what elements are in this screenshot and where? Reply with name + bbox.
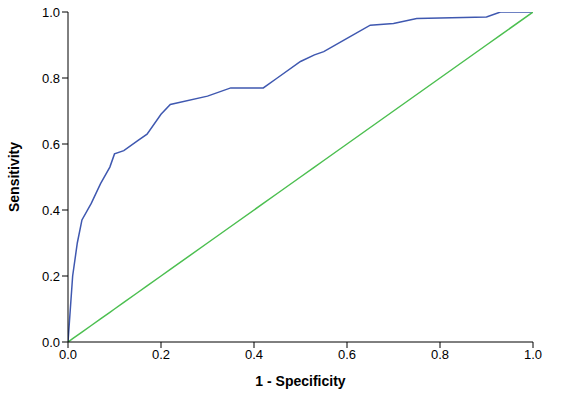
svg-text:Sensitivity: Sensitivity bbox=[6, 142, 22, 212]
svg-text:1.0: 1.0 bbox=[524, 347, 542, 362]
svg-text:1 - Specificity: 1 - Specificity bbox=[255, 373, 345, 389]
svg-text:0.2: 0.2 bbox=[152, 347, 170, 362]
svg-text:1.0: 1.0 bbox=[42, 5, 60, 20]
svg-text:0.6: 0.6 bbox=[42, 137, 60, 152]
svg-text:0.0: 0.0 bbox=[42, 335, 60, 350]
svg-text:0.6: 0.6 bbox=[338, 347, 356, 362]
svg-text:0.8: 0.8 bbox=[431, 347, 449, 362]
svg-text:0.8: 0.8 bbox=[42, 71, 60, 86]
svg-text:0.2: 0.2 bbox=[42, 269, 60, 284]
svg-text:0.4: 0.4 bbox=[245, 347, 263, 362]
svg-text:0.0: 0.0 bbox=[59, 347, 77, 362]
svg-text:0.4: 0.4 bbox=[42, 203, 60, 218]
